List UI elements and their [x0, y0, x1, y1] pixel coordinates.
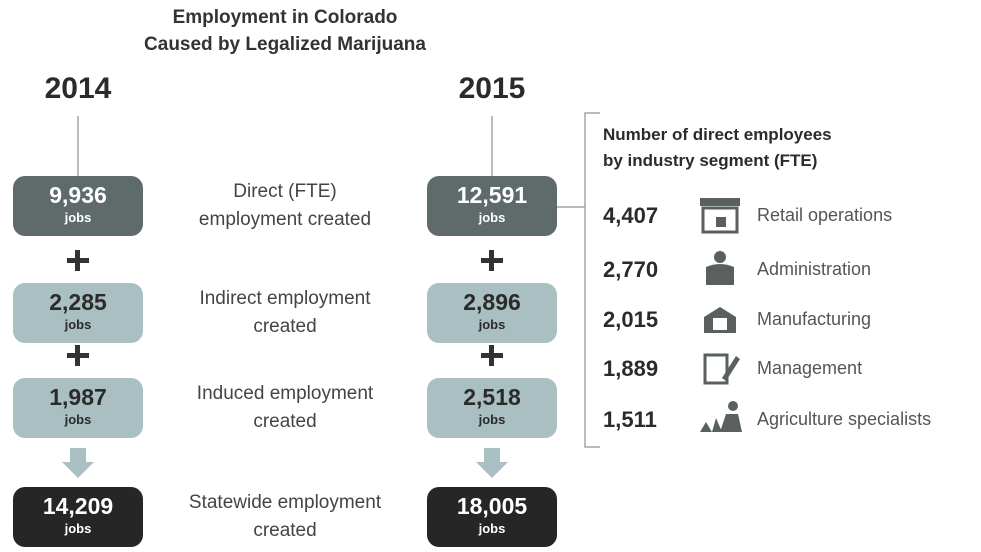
row-label: Induced employment created — [155, 380, 415, 436]
segments-title-line: Number of direct employees — [603, 125, 832, 144]
job-count: 2,896 — [463, 289, 521, 315]
row-label: Direct (FTE) employment created — [155, 178, 415, 234]
segment-value: 1,889 — [603, 356, 659, 381]
title: Employment in Colorado Caused by Legaliz… — [80, 4, 490, 58]
year: 2014 — [44, 72, 112, 105]
job-box: 2,518 jobs — [427, 378, 557, 438]
row-label-line: created — [253, 316, 317, 337]
segment-label: Management — [757, 358, 863, 378]
segment-label: Retail operations — [757, 205, 893, 225]
job-count: 18,005 — [456, 493, 528, 519]
job-unit: jobs — [64, 521, 92, 536]
job-unit: jobs — [64, 317, 92, 332]
segment-label: Agriculture specialists — [757, 409, 932, 429]
job-box: 2,285 jobs — [13, 283, 143, 343]
segment-value: 2,770 — [603, 257, 659, 282]
job-count: 14,209 — [42, 493, 114, 519]
year: 2015 — [458, 72, 526, 105]
job-unit: jobs — [478, 521, 506, 536]
row-label-line: created — [253, 411, 317, 432]
segment-value: 4,407 — [603, 203, 659, 228]
title-line: Caused by Legalized Marijuana — [144, 34, 426, 55]
segment-label: Manufacturing — [757, 309, 872, 329]
job-box: 18,005 jobs — [427, 487, 557, 547]
row-label: Statewide employment created — [155, 489, 415, 545]
job-unit: jobs — [64, 412, 92, 427]
job-unit: jobs — [478, 317, 506, 332]
row-label-line: Induced employment — [196, 383, 374, 404]
row-label-line: created — [253, 520, 317, 541]
row-label-line: Statewide employment — [188, 492, 382, 513]
row-label-line: Indirect employment — [199, 288, 371, 309]
row-label: Indirect employment created — [155, 285, 415, 341]
job-count: 12,591 — [456, 182, 528, 208]
segments-title: Number of direct employees by industry s… — [603, 122, 832, 174]
job-unit: jobs — [478, 412, 506, 427]
job-box: 14,209 jobs — [13, 487, 143, 547]
job-count: 1,987 — [49, 384, 107, 410]
title-line: Employment in Colorado — [172, 7, 398, 28]
segment-value: 2,015 — [603, 307, 659, 332]
job-box: 12,591 jobs — [427, 176, 557, 236]
job-unit: jobs — [478, 210, 506, 225]
job-box: 9,936 jobs — [13, 176, 143, 236]
job-count: 2,518 — [463, 384, 521, 410]
job-unit: jobs — [64, 210, 92, 225]
job-box: 1,987 jobs — [13, 378, 143, 438]
segment-value: 1,511 — [603, 407, 657, 432]
row-label-line: Direct (FTE) — [233, 181, 337, 202]
job-box: 2,896 jobs — [427, 283, 557, 343]
job-count: 2,285 — [49, 289, 107, 315]
segments-title-line: by industry segment (FTE) — [603, 151, 818, 170]
job-count: 9,936 — [49, 182, 107, 208]
row-label-line: employment created — [198, 209, 372, 230]
segment-label: Administration — [757, 259, 872, 279]
